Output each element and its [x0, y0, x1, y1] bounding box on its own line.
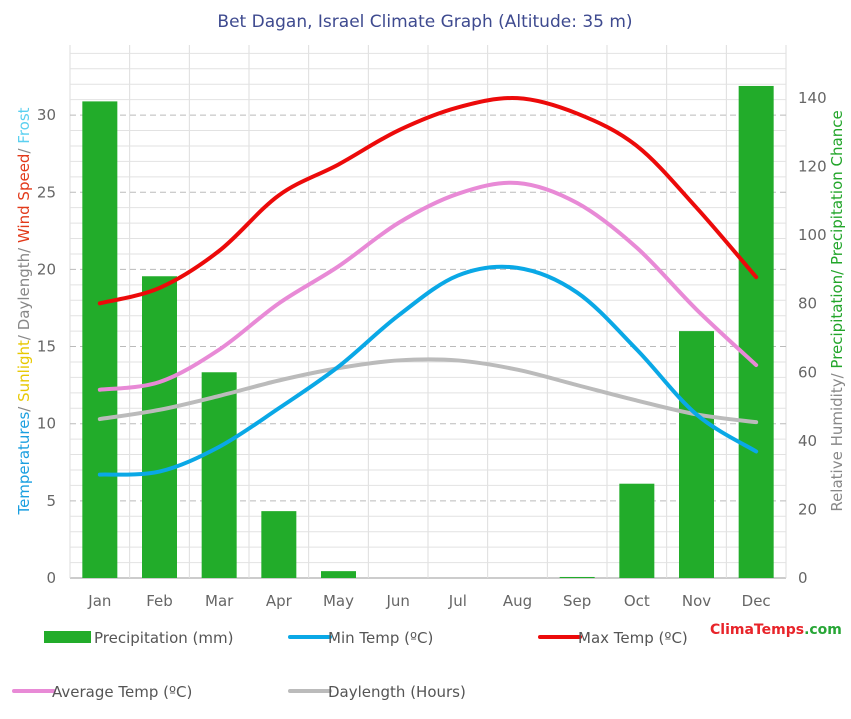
precipitation-bar-feb [142, 276, 177, 578]
precipitation-bar-jan [82, 101, 118, 578]
legend-label-max-temp-c: Max Temp (ºC) [578, 629, 688, 647]
precipitation-bar-nov [679, 331, 714, 578]
precipitation-bar-apr [261, 511, 297, 578]
axis-label-part: / [15, 402, 33, 412]
min-temp-c-line [97, 264, 759, 477]
climatemps-logo: ClimaTemps.com [710, 622, 842, 638]
x-tick-label: Aug [503, 592, 532, 610]
x-tick-label: Jul [448, 592, 467, 610]
right-tick-label: 40 [798, 432, 817, 450]
logo-part-clima: Clima [710, 622, 754, 638]
daylength-hours-line [97, 357, 759, 425]
left-tick-label: 10 [37, 415, 56, 433]
x-tick-label: Oct [624, 592, 650, 610]
grid-lines [69, 45, 787, 578]
axis-label-part: Frost [15, 107, 33, 143]
legend-label-precipitation-mm: Precipitation (mm) [94, 629, 233, 647]
left-tick-label: 0 [46, 569, 56, 587]
logo-part-temps: Temps [754, 622, 804, 638]
x-tick-label: Sep [563, 592, 591, 610]
x-tick-label: Mar [205, 592, 234, 610]
precipitation-bar-sep [559, 576, 595, 578]
axis-label-part: Precipitation/ Precipitation Chance [828, 110, 846, 368]
right-tick-label: 80 [798, 295, 817, 313]
left-tick-label: 20 [37, 260, 56, 278]
right-axis-label: Relative Humidity/ Precipitation/ Precip… [828, 110, 846, 511]
left-axis-ticks: 0 5 10 15 20 25 30 [37, 106, 56, 587]
logo-part-com: .com [804, 622, 842, 638]
x-tick-label: Feb [146, 592, 173, 610]
right-tick-label: 0 [798, 569, 808, 587]
axis-label-part: Sunlight [15, 340, 33, 402]
x-tick-label: Apr [266, 592, 293, 610]
axis-label-part: Relative Humidity/ [828, 369, 846, 512]
x-tick-label: Jun [385, 592, 409, 610]
legend: Precipitation (mm) Min Temp (ºC) Max Temp … [12, 629, 688, 701]
x-tick-label: Nov [682, 592, 711, 610]
left-tick-label: 15 [37, 338, 56, 356]
x-tick-label: Jan [87, 592, 111, 610]
series-lines [97, 96, 759, 477]
right-tick-label: 60 [798, 363, 817, 381]
axis-label-part: / Daylength/ [15, 243, 33, 340]
right-tick-label: 120 [798, 158, 827, 176]
precipitation-bar-mar [201, 372, 237, 578]
precipitation-bar-dec [738, 85, 774, 579]
right-tick-label: 20 [798, 500, 817, 518]
x-tick-label: Dec [742, 592, 771, 610]
average-temp-c-line [97, 180, 759, 392]
x-axis-ticks: Jan Feb Mar Apr May Jun Jul Aug Sep Oct Nov Dec [87, 592, 770, 610]
left-tick-label: 30 [37, 106, 56, 124]
legend-label-min-temp-c: Min Temp (ºC) [328, 629, 433, 647]
legend-swatch-precipitation-mm [44, 631, 91, 643]
legend-label-average-temp-c: Average Temp (ºC) [52, 683, 192, 701]
right-tick-label: 100 [798, 226, 827, 244]
legend-label-daylength-hours: Daylength (Hours) [328, 683, 466, 701]
left-tick-label: 25 [37, 183, 56, 201]
left-axis-label: Temperatures/ Sunlight/ Daylength/ Wind … [15, 107, 33, 515]
precipitation-bars [82, 85, 774, 579]
max-temp-c-line [97, 96, 759, 306]
chart-title: Bet Dagan, Israel Climate Graph (Altitud… [217, 12, 632, 32]
axis-label-part: Wind Speed [15, 154, 33, 244]
axis-label-part: / [15, 144, 33, 154]
precipitation-bar-may [321, 571, 356, 578]
right-axis-ticks: 0 20 40 60 80 100 120 140 [798, 89, 827, 587]
left-tick-label: 5 [46, 492, 56, 510]
x-tick-label: May [323, 592, 354, 610]
axis-label-part: Temperatures [15, 412, 33, 516]
precipitation-bar-oct [619, 483, 655, 578]
right-tick-label: 140 [798, 89, 827, 107]
